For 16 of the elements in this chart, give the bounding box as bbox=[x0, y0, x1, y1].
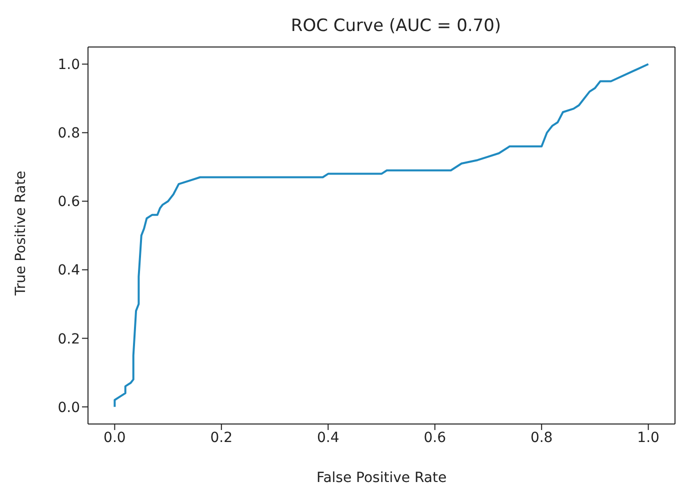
x-tick-label: 0.8 bbox=[530, 430, 553, 446]
y-tick-label: 0.4 bbox=[58, 262, 80, 279]
y-tick-label: 0.6 bbox=[58, 194, 80, 210]
x-axis-title: False Positive Rate bbox=[316, 470, 447, 486]
x-tick-label: 0.4 bbox=[317, 430, 340, 446]
x-tick-label: 0.2 bbox=[210, 430, 233, 446]
y-tick-label: 0.2 bbox=[58, 331, 80, 348]
x-tick-label: 0.0 bbox=[104, 430, 126, 446]
x-tick-label: 0.6 bbox=[424, 430, 446, 446]
y-tick-label: 0.8 bbox=[58, 126, 80, 142]
x-tick-label: 1.0 bbox=[637, 430, 660, 446]
y-tick-label: 0.0 bbox=[58, 400, 80, 416]
chart-title: ROC Curve (AUC = 0.70) bbox=[290, 16, 502, 36]
y-axis-title: True Positive Rate bbox=[12, 170, 29, 296]
y-tick-label: 1.0 bbox=[58, 57, 80, 74]
line-series bbox=[114, 63, 650, 408]
